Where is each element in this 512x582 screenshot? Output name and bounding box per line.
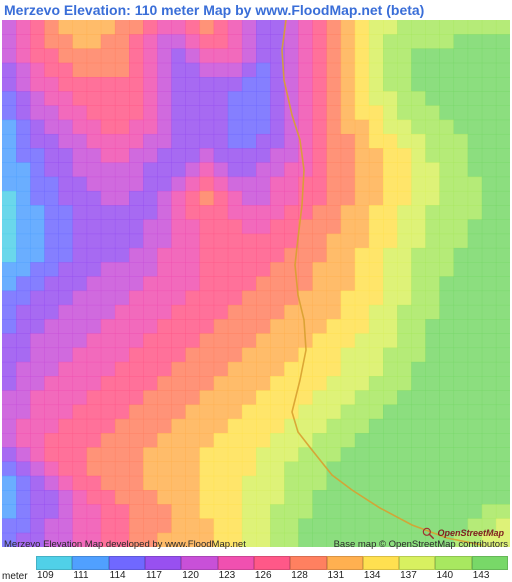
elevation-map: OpenStreetMap xyxy=(2,20,510,547)
legend-swatch xyxy=(399,556,435,570)
magnifier-icon xyxy=(421,526,435,540)
legend-swatch xyxy=(218,556,254,570)
base-credit: Base map © OpenStreetMap contributors xyxy=(334,539,508,550)
legend-value: 131 xyxy=(327,570,363,582)
legend-value: 126 xyxy=(254,570,290,582)
legend-colorbar xyxy=(36,556,508,570)
legend-swatch xyxy=(145,556,181,570)
legend-value: 117 xyxy=(145,570,181,582)
legend-labels: 109111114117120123126128131134137140143 xyxy=(36,570,508,582)
legend-value: 114 xyxy=(109,570,145,582)
legend-swatch xyxy=(72,556,108,570)
legend-swatch xyxy=(109,556,145,570)
elevation-heatmap xyxy=(2,20,510,547)
legend-value: 143 xyxy=(472,570,508,582)
osm-logo-text: OpenStreetMap xyxy=(437,528,504,538)
map-container: Merzevo Elevation: 110 meter Map by www.… xyxy=(0,0,512,582)
legend-swatch xyxy=(290,556,326,570)
legend-swatch xyxy=(435,556,471,570)
legend-swatch xyxy=(363,556,399,570)
map-title: Merzevo Elevation: 110 meter Map by www.… xyxy=(4,2,424,18)
dev-credit: Merzevo Elevation Map developed by www.F… xyxy=(4,539,246,550)
legend-value: 109 xyxy=(36,570,72,582)
legend-swatch xyxy=(36,556,72,570)
legend-value: 140 xyxy=(435,570,471,582)
legend-swatch xyxy=(181,556,217,570)
legend-swatch xyxy=(327,556,363,570)
legend-value: 134 xyxy=(363,570,399,582)
legend-swatch xyxy=(472,556,508,570)
legend-swatch xyxy=(254,556,290,570)
legend-value: 111 xyxy=(72,570,108,582)
legend-unit: meter xyxy=(2,571,28,582)
footer: Merzevo Elevation Map developed by www.F… xyxy=(2,547,510,582)
legend-value: 120 xyxy=(181,570,217,582)
osm-logo: OpenStreetMap xyxy=(421,526,504,540)
legend-value: 123 xyxy=(218,570,254,582)
legend-value: 137 xyxy=(399,570,435,582)
legend-value: 128 xyxy=(290,570,326,582)
